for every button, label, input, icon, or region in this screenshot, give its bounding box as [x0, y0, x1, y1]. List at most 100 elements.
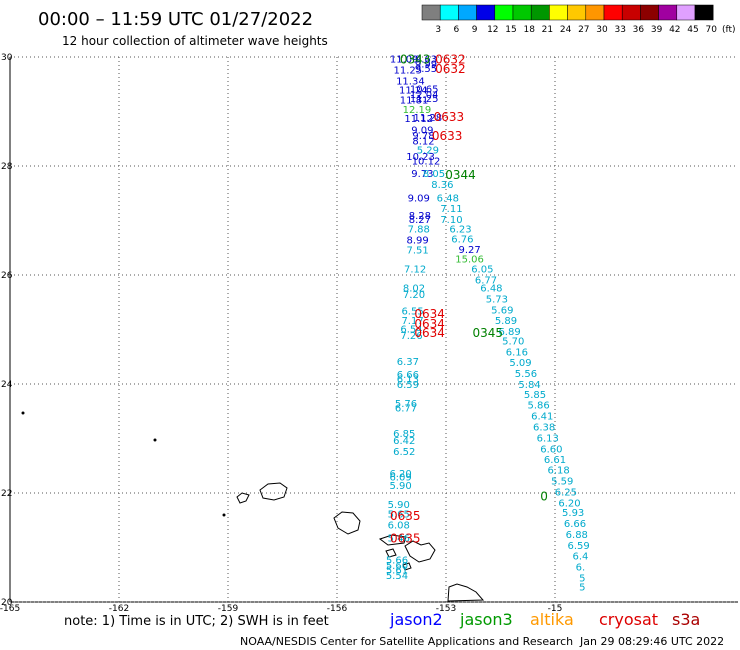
- colorbar-swatch: [530, 4, 550, 21]
- swh-value: 5.86: [528, 401, 550, 412]
- swh-value: 11.09: [390, 55, 419, 66]
- footer-timestamp: Jan 29 08:29:46 UTC 2022: [579, 635, 724, 648]
- swh-value: 6.88: [566, 530, 588, 541]
- swh-value: 5.73: [486, 294, 508, 305]
- swh-value: 5.59: [551, 476, 573, 487]
- colorbar-swatch: [458, 4, 477, 21]
- wave-height-observations: 11.099.639.9911.259.5511.3411.2410.6512.…: [386, 55, 590, 594]
- island-dot-kaula: [222, 513, 226, 517]
- colorbar-swatch: [549, 4, 568, 21]
- lat-tick-label: 22: [1, 489, 12, 499]
- swh-value: 6.18: [548, 466, 570, 477]
- swh-value: 6.09: [389, 473, 411, 484]
- swh-value: 6.52: [393, 447, 415, 458]
- swh-value: 8.99: [407, 236, 429, 247]
- swh-value: 5.66: [386, 555, 408, 566]
- swh-value: 6.48: [480, 284, 502, 295]
- colorbar-tick-label: 18: [523, 25, 535, 35]
- colorbar-swatch: [567, 4, 587, 21]
- swh-value: 11.25: [410, 94, 439, 105]
- swh-value: 5.46: [388, 534, 410, 545]
- swh-value: 5.90: [389, 481, 411, 492]
- swh-value: 6.16: [506, 347, 528, 358]
- swh-value: 9.78: [412, 131, 434, 142]
- swh-value: 11.34: [396, 76, 425, 87]
- swh-value: 5.76: [395, 399, 417, 410]
- swh-value: 12.04: [410, 90, 439, 101]
- colorbar-swatch: [494, 4, 514, 21]
- swh-value: 9.63: [415, 55, 437, 66]
- swh-value: 5.29: [417, 146, 439, 157]
- swh-value: 6.13: [397, 375, 419, 386]
- legend-jason2: jason2: [389, 610, 443, 629]
- lon-tick-label: -15: [548, 604, 563, 614]
- swh-value: 6.48: [437, 194, 459, 205]
- swh-value: 7.26: [400, 331, 422, 342]
- swh-value: 5.69: [491, 305, 513, 316]
- swh-value: 6.42: [393, 436, 415, 447]
- swh-value: 11.28: [414, 113, 443, 124]
- swh-value: 8.36: [431, 180, 453, 191]
- swh-value: 7.10: [440, 215, 462, 226]
- colorbar-tick-label: 21: [542, 25, 553, 35]
- swh-value: 5.84: [518, 380, 540, 391]
- colorbar-tick-label: 30: [596, 25, 608, 35]
- swh-value: 9.09: [408, 194, 430, 205]
- colorbar-tick-label: 42: [669, 25, 680, 35]
- colorbar-tick-label: 36: [633, 25, 645, 35]
- pass-time-label: 0635: [390, 532, 421, 546]
- pass-time-label: 0632: [435, 53, 466, 67]
- swh-value: 6.20: [389, 469, 411, 480]
- swh-value: 11.24: [399, 86, 428, 97]
- swh-value: 6.59: [397, 380, 419, 391]
- pass-time-label: 0343: [400, 53, 431, 67]
- swh-value: 6.08: [388, 521, 410, 532]
- swh-value: 5.54: [386, 571, 408, 582]
- lon-tick-label: -156: [327, 604, 348, 614]
- axis-ticks: 30 28 26 24 22 20-165 -162 -159 -156 -153 -15: [0, 53, 562, 614]
- swh-value: 10.65: [410, 85, 439, 96]
- island-kauai: [259, 482, 288, 501]
- swh-value: 9.99: [415, 60, 437, 71]
- pass-time-label: 0635: [390, 509, 421, 523]
- footer-note: note: 1) Time is in UTC; 2) SWH is in fe…: [64, 614, 329, 629]
- swh-value: 9.09: [411, 125, 433, 136]
- swh-value: 5.56: [515, 369, 537, 380]
- colorbar-swatch: [640, 4, 659, 21]
- pass-time-label: 0345: [473, 326, 504, 340]
- swh-value: 5.61: [386, 565, 408, 576]
- island-lanai: [385, 548, 397, 558]
- swh-value: 11.12: [404, 114, 433, 125]
- swh-value: 10.23: [406, 152, 435, 163]
- swh-value: 6.66: [397, 370, 419, 381]
- swh-value: 6.77: [395, 403, 417, 414]
- swh-value: 6.76: [451, 234, 473, 245]
- swh-value: 6.59: [567, 541, 589, 552]
- satellite-legend: jason2 jason3 altika cryosat s3a: [389, 610, 700, 629]
- colorbar-tick-label: 9: [472, 25, 478, 35]
- legend-cryosat: cryosat: [599, 610, 658, 629]
- footer-credit: NOAA/NESDIS Center for Satellite Applica…: [240, 635, 573, 648]
- swh-value: 6.20: [558, 498, 580, 509]
- swh-value: 6.23: [449, 225, 471, 236]
- lon-tick-label: -162: [109, 604, 129, 614]
- island-maui: [404, 540, 436, 563]
- lon-tick-label: -153: [436, 604, 456, 614]
- lat-tick-label: 24: [1, 380, 13, 390]
- swh-value: 5.65: [388, 510, 410, 521]
- swh-value: 15.06: [455, 255, 484, 266]
- swh-value: 5.85: [524, 390, 546, 401]
- lat-lon-grid: [10, 56, 738, 603]
- colorbar-unit: (ft): [722, 25, 736, 35]
- swh-value: 11.25: [394, 66, 423, 77]
- swh-value: 8.28: [409, 211, 431, 222]
- swh-value: 5: [579, 583, 585, 594]
- island-hawaii: [447, 583, 485, 602]
- lat-tick-label: 30: [1, 53, 13, 63]
- swh-value: 8.27: [409, 215, 431, 226]
- colorbar-swatch: [439, 4, 459, 21]
- swh-value: 5: [579, 573, 585, 584]
- swh-value: 9.55: [415, 64, 437, 75]
- colorbar-swatch: [694, 4, 714, 21]
- legend-jason3: jason3: [459, 610, 513, 629]
